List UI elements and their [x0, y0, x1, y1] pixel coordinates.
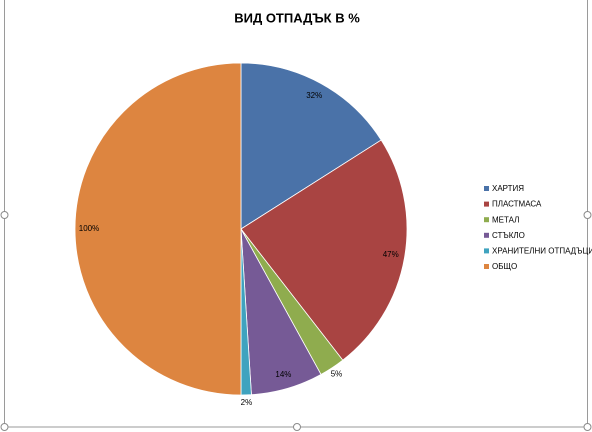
data-label: 5%: [331, 370, 343, 379]
handle: [0, 211, 9, 219]
pie-slice: [240, 139, 408, 361]
legend-swatch: [484, 186, 489, 191]
data-label: 100%: [79, 224, 99, 233]
pie-slice: [240, 62, 382, 230]
pie-slice: [74, 62, 242, 396]
legend-swatch: [484, 248, 489, 254]
legend-label: СТЪКЛО: [492, 231, 525, 240]
legend-label: ПЛАСТМАСА: [492, 200, 542, 209]
legend-label: МЕТАЛ: [492, 215, 519, 224]
legend-label: ХАРТИЯ: [492, 184, 524, 193]
legend-swatch: [484, 201, 489, 207]
handle: [583, 423, 592, 431]
data-label: 14%: [275, 370, 291, 379]
handle: [293, 423, 301, 431]
selection-handles: [0, 211, 592, 431]
legend-label: ХРАНИТЕЛНИ ОТПАДЪЦИ: [492, 247, 592, 256]
handle: [583, 211, 592, 219]
legend-swatch: [484, 264, 489, 269]
data-label: 32%: [306, 91, 322, 100]
data-label: 47%: [383, 250, 399, 259]
legend-swatch: [484, 217, 489, 223]
chart-title: ВИД ОТПАДЪК В %: [234, 10, 360, 25]
legend-swatch: [484, 232, 489, 238]
handle: [0, 423, 9, 431]
data-label: 2%: [241, 398, 253, 407]
legend-label: ОБЩО: [492, 262, 517, 271]
